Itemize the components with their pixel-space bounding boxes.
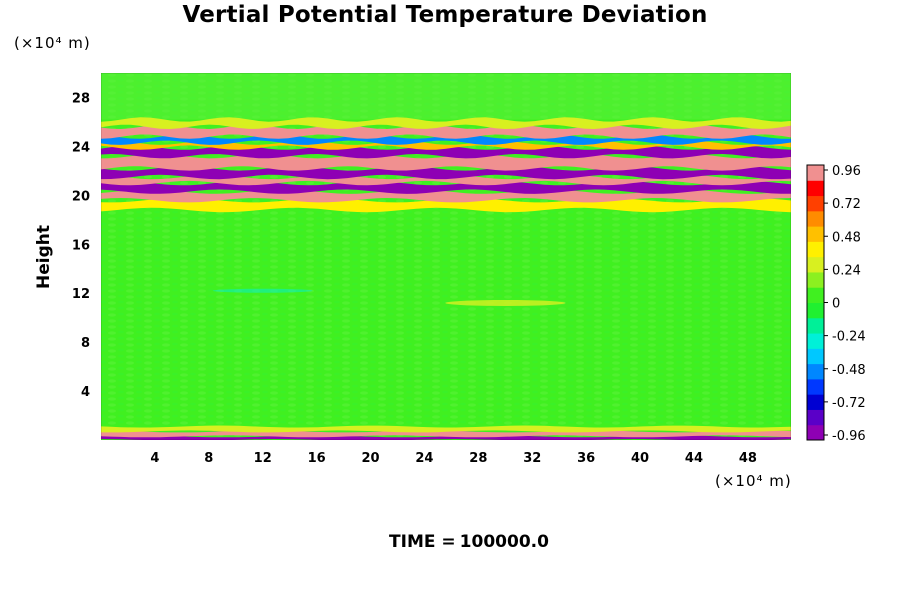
- colorbar-segment: [807, 287, 824, 303]
- colorbar-segment: [807, 226, 824, 242]
- colorbar-segment: [807, 256, 824, 273]
- colorbar-segment: [807, 241, 824, 258]
- colorbar-segment: [807, 333, 824, 349]
- colorbar-tick-label: 0.96: [832, 164, 861, 179]
- colorbar-segment: [807, 271, 824, 288]
- y-tick-label: 20: [72, 189, 90, 204]
- colorbar-tick-label: -0.96: [832, 429, 866, 444]
- x-tick-label: 36: [577, 451, 595, 466]
- x-tick-label: 24: [415, 451, 433, 466]
- colorbar-segment: [807, 302, 824, 319]
- x-tick-label: 12: [254, 451, 272, 466]
- heatmap-band: [101, 425, 791, 433]
- heatmap-band: [101, 174, 791, 186]
- colorbar-tick-label: 0: [832, 297, 840, 312]
- colorbar-segment: [807, 394, 824, 410]
- y-tick-label: 28: [72, 91, 90, 106]
- y-axis-unit: (×10⁴ m): [14, 34, 91, 52]
- colorbar-ticks: 0.96 0.72 0.48 0.24 0 -0.24 -0.48 -0.72 -0.96: [824, 164, 866, 444]
- colorbar-tick-label: -0.72: [832, 396, 866, 411]
- y-tick-label: 24: [72, 140, 90, 155]
- colorbar-segment: [807, 363, 824, 380]
- x-axis-ticks: 4 8 12 16 20 24 28 32 36 40 44 48: [150, 451, 757, 466]
- colorbar-segment: [807, 317, 824, 334]
- x-tick-label: 40: [631, 451, 649, 466]
- x-tick-label: 4: [150, 451, 159, 466]
- colorbar-segment: [807, 378, 824, 395]
- colorbar-segment: [807, 165, 824, 181]
- heatmap-band: [101, 198, 791, 213]
- x-tick-label: 28: [469, 451, 487, 466]
- plot-area: [101, 73, 791, 440]
- heatmap-streak: [445, 299, 566, 306]
- colorbar-tick-label: 0.24: [832, 263, 861, 278]
- colorbar-segment: [807, 409, 824, 426]
- colorbar-tick-label: -0.24: [832, 330, 866, 345]
- colorbar-segment: [807, 195, 824, 212]
- x-tick-label: 44: [685, 451, 703, 466]
- heatmap-band: [101, 154, 791, 171]
- colorbar-segment: [807, 348, 824, 365]
- y-tick-label: 8: [81, 336, 90, 351]
- time-label: TIME =: [389, 532, 456, 552]
- x-tick-label: 16: [308, 451, 326, 466]
- x-tick-label: 48: [739, 451, 757, 466]
- time-value: 100000.0: [459, 532, 549, 552]
- colorbar-tick-label: 0.72: [832, 197, 861, 212]
- colorbar: [806, 164, 825, 441]
- y-tick-label: 4: [81, 385, 90, 400]
- time-readout: TIME = 100000.0: [0, 532, 900, 552]
- chart-title: Vertial Potential Temperature Deviation: [182, 2, 708, 28]
- heatmap-streak: [212, 288, 313, 293]
- colorbar-segment: [807, 180, 824, 197]
- heatmap-band: [101, 124, 791, 139]
- heatmap-band: [101, 140, 791, 150]
- x-tick-label: 32: [523, 451, 541, 466]
- colorbar-tick-label: -0.48: [832, 363, 866, 378]
- heatmap-upper-zone: [101, 73, 791, 120]
- y-tick-label: 12: [72, 287, 90, 302]
- y-tick-label: 16: [72, 238, 90, 253]
- heatmap-band: [101, 117, 791, 129]
- colorbar-tick-label: 0.48: [832, 230, 861, 245]
- colorbar-segment: [807, 424, 824, 441]
- x-tick-label: 8: [204, 451, 213, 466]
- x-axis-unit: (×10⁴ m): [715, 472, 792, 490]
- x-tick-label: 20: [361, 451, 379, 466]
- heatmap-band: [101, 435, 791, 440]
- y-axis-ticks: 4 8 12 16 20 24 28: [72, 91, 90, 400]
- colorbar-segment: [807, 210, 824, 227]
